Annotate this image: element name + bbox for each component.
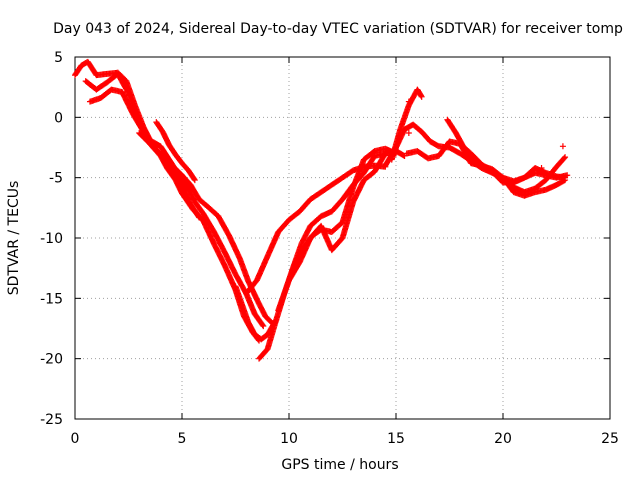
x-tick-label: 20 <box>494 431 512 447</box>
data-point <box>395 148 402 155</box>
chart-title: Day 043 of 2024, Sidereal Day-to-day VTE… <box>53 21 623 37</box>
y-tick-label: -10 <box>40 231 63 247</box>
data-point <box>400 152 407 159</box>
data-point <box>559 143 566 150</box>
series-track-j <box>286 148 408 284</box>
outlier-points <box>395 98 566 172</box>
series-track-o <box>457 140 569 186</box>
x-tick-label: 10 <box>280 431 298 447</box>
series-track-h <box>256 148 399 362</box>
data-point <box>418 92 425 99</box>
y-tick-label: -15 <box>40 291 63 307</box>
x-tick-label: 25 <box>601 431 619 447</box>
data-point <box>260 323 267 330</box>
data-point <box>405 130 412 137</box>
y-tick-label: -20 <box>40 352 63 368</box>
x-tick-label: 0 <box>71 431 80 447</box>
data-point <box>191 176 198 183</box>
series-track-a <box>72 58 263 344</box>
series-track-l <box>388 86 425 163</box>
series-track-i <box>275 145 399 314</box>
x-tick-label: 5 <box>178 431 187 447</box>
x-axis-label: GPS time / hours <box>281 457 398 473</box>
y-tick-label: 0 <box>54 110 63 126</box>
data-point <box>191 177 198 184</box>
data-point <box>418 93 425 100</box>
series-track-d <box>136 130 203 221</box>
y-tick-label: 5 <box>54 50 63 66</box>
y-axis-label: SDTVAR / TECUs <box>6 181 22 296</box>
grid-lines <box>75 57 610 419</box>
y-tick-label: -25 <box>40 412 63 428</box>
axis-ticks: 0 5 10 15 20 25 5 0 -5 -10 -15 -20 -25 <box>40 50 619 447</box>
y-tick-label: -5 <box>49 171 63 187</box>
series-track-g <box>243 162 389 297</box>
data-point <box>259 322 266 329</box>
data-point <box>405 98 412 105</box>
series-track-b <box>82 70 267 330</box>
data-point <box>195 213 202 220</box>
data-point <box>196 214 203 221</box>
series-track-e <box>153 119 198 184</box>
x-tick-label: 15 <box>387 431 405 447</box>
data-marks <box>72 58 571 362</box>
data-point <box>561 155 568 162</box>
data-point <box>562 154 569 161</box>
data-point <box>538 165 545 172</box>
data-point <box>562 174 569 181</box>
